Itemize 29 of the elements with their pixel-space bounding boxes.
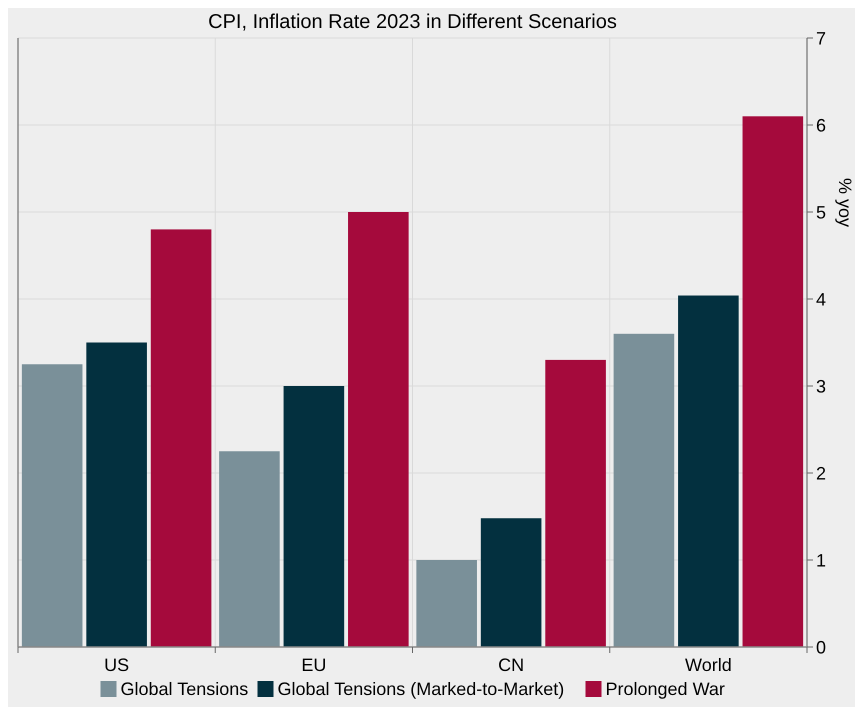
bar (545, 360, 606, 647)
x-tick-label: World (685, 655, 732, 675)
y-axis-title: % yoy (835, 178, 855, 228)
legend-label: Global Tensions (120, 679, 248, 699)
chart-title: CPI, Inflation Rate 2023 in Different Scenarios (208, 11, 617, 33)
bar (284, 386, 344, 647)
y-tick-label: 4 (816, 289, 826, 310)
bar (416, 560, 477, 647)
bar (348, 212, 409, 647)
legend-label: Global Tensions (Marked-to-Market) (278, 679, 564, 699)
bar (22, 364, 82, 647)
bar (614, 334, 674, 647)
y-tick-label: 0 (816, 637, 826, 658)
y-tick-label: 5 (816, 202, 826, 222)
bar (219, 451, 280, 647)
x-tick-label: CN (498, 655, 524, 675)
x-tick-label: EU (301, 655, 326, 675)
bar (678, 296, 739, 647)
y-tick-label: 3 (816, 376, 826, 396)
y-tick-label: 2 (816, 463, 826, 484)
bar (742, 116, 804, 647)
y-tick-label: 7 (816, 28, 826, 48)
x-tick-label: US (104, 655, 130, 675)
bar (150, 229, 212, 647)
bar (480, 518, 542, 647)
bar (86, 342, 147, 647)
legend-label: Prolonged War (606, 679, 725, 699)
y-tick-label: 1 (816, 550, 826, 570)
y-tick-label: 6 (816, 115, 826, 136)
